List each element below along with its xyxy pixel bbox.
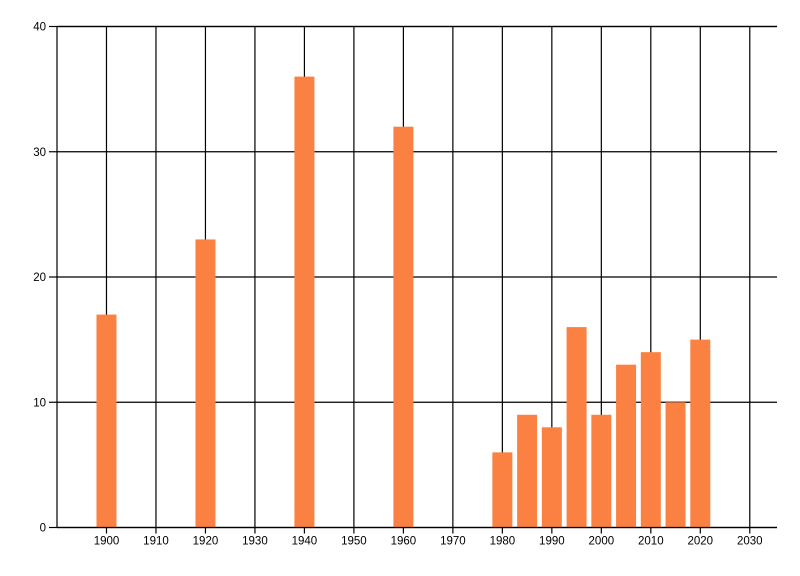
x-tick-label: 1930 bbox=[242, 536, 268, 548]
bar bbox=[616, 364, 637, 528]
y-tick-label: 0 bbox=[40, 523, 46, 535]
x-tick-label: 1920 bbox=[193, 536, 219, 548]
x-tick-label: 2020 bbox=[688, 536, 714, 548]
y-tick-label: 40 bbox=[33, 22, 46, 34]
x-tick-label: 1980 bbox=[490, 536, 516, 548]
bar bbox=[591, 414, 612, 528]
bar bbox=[294, 76, 315, 528]
bar bbox=[195, 239, 216, 528]
y-tick-label: 30 bbox=[33, 147, 46, 159]
x-tick-label: 1910 bbox=[143, 536, 169, 548]
bar bbox=[393, 126, 414, 528]
x-tick-label: 1900 bbox=[94, 536, 120, 548]
x-tick-label: 1990 bbox=[539, 536, 565, 548]
bar bbox=[492, 452, 513, 528]
y-tick-label: 10 bbox=[33, 397, 46, 409]
x-tick-label: 1950 bbox=[341, 536, 367, 548]
bar bbox=[566, 327, 587, 528]
bar bbox=[640, 352, 661, 528]
bar bbox=[517, 414, 538, 528]
x-tick-label: 1940 bbox=[292, 536, 318, 548]
x-tick-label: 2010 bbox=[638, 536, 664, 548]
x-tick-label: 2000 bbox=[589, 536, 615, 548]
x-tick-label: 2030 bbox=[737, 536, 763, 548]
bar bbox=[665, 402, 686, 528]
bar bbox=[541, 427, 562, 528]
x-tick-label: 1970 bbox=[440, 536, 466, 548]
y-tick-label: 20 bbox=[33, 272, 46, 284]
x-tick-label: 1960 bbox=[391, 536, 417, 548]
bar bbox=[96, 314, 117, 528]
bar bbox=[690, 339, 711, 528]
